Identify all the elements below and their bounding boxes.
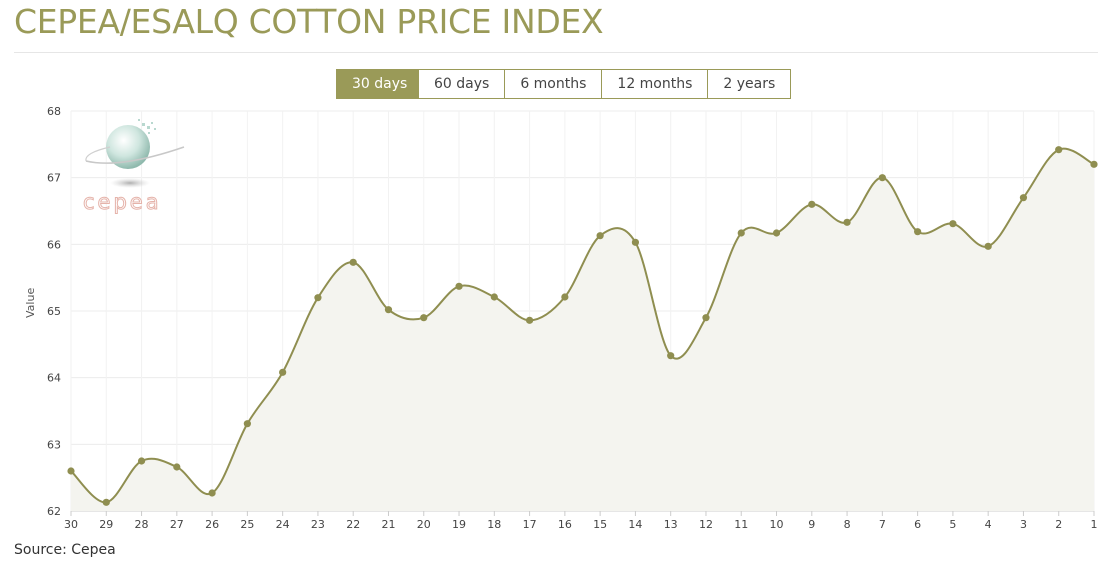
x-tick-label: 27 — [170, 518, 184, 531]
x-tick-label: 4 — [985, 518, 992, 531]
y-tick-label: 65 — [47, 305, 61, 318]
tab-6-months[interactable]: 6 months — [504, 70, 602, 98]
cepea-logo-text: cepea — [83, 190, 162, 215]
x-tick-label: 22 — [346, 518, 360, 531]
tab-12-months[interactable]: 12 months — [601, 70, 708, 98]
data-point — [772, 229, 781, 237]
x-tick-label: 18 — [487, 518, 501, 531]
title-divider — [14, 52, 1098, 53]
x-tick-label: 24 — [276, 518, 290, 531]
x-tick-label: 11 — [734, 518, 748, 531]
data-point — [914, 228, 922, 236]
tab-60-days[interactable]: 60 days — [418, 70, 505, 98]
tab-2-years[interactable]: 2 years — [707, 70, 791, 98]
data-point — [702, 314, 710, 322]
x-tick-label: 17 — [523, 518, 537, 531]
range-selector: 30 days 60 days 6 months 12 months 2 yea… — [336, 69, 792, 99]
data-point — [279, 368, 287, 376]
x-tick-label: 20 — [417, 518, 431, 531]
data-point — [878, 174, 886, 182]
data-point — [137, 457, 146, 465]
x-tick-label: 30 — [64, 518, 78, 531]
data-point — [737, 229, 745, 237]
data-point — [596, 232, 604, 240]
tab-30-days[interactable]: 30 days — [337, 70, 418, 98]
y-tick-label: 66 — [47, 238, 61, 251]
data-point — [208, 489, 216, 497]
y-axis-title: Value — [24, 287, 37, 318]
page-title: CEPEA/ESALQ COTTON PRICE INDEX — [14, 2, 604, 41]
x-tick-label: 5 — [949, 518, 956, 531]
x-tick-label: 19 — [452, 518, 466, 531]
data-point — [631, 238, 640, 246]
x-tick-label: 28 — [135, 518, 149, 531]
data-point — [808, 200, 816, 208]
data-point — [949, 220, 957, 228]
data-point — [102, 498, 110, 506]
x-tick-label: 12 — [699, 518, 713, 531]
y-tick-label: 64 — [47, 372, 61, 385]
y-tick-label: 68 — [47, 105, 61, 118]
x-tick-label: 7 — [879, 518, 886, 531]
data-point — [984, 242, 992, 250]
x-tick-label: 14 — [628, 518, 642, 531]
x-tick-label: 26 — [205, 518, 219, 531]
x-tick-label: 29 — [99, 518, 113, 531]
data-point — [667, 352, 675, 360]
data-point — [1019, 194, 1028, 202]
y-tick-label: 67 — [47, 172, 61, 185]
source-note: Source: Cepea — [14, 542, 116, 558]
cepea-globe-logo-icon — [85, 119, 185, 188]
x-tick-label: 23 — [311, 518, 325, 531]
data-point — [455, 282, 463, 290]
x-tick-label: 9 — [808, 518, 815, 531]
data-point — [525, 316, 534, 324]
data-point — [1090, 160, 1098, 168]
x-tick-label: 25 — [240, 518, 254, 531]
x-tick-label: 13 — [664, 518, 678, 531]
series-area — [71, 148, 1094, 511]
x-tick-label: 16 — [558, 518, 572, 531]
data-point — [490, 293, 498, 301]
y-tick-label: 62 — [47, 505, 61, 518]
data-point — [843, 218, 851, 226]
data-point — [349, 258, 357, 266]
data-point — [561, 293, 569, 301]
data-point — [384, 306, 393, 314]
data-point — [420, 314, 428, 322]
x-tick-label: 10 — [770, 518, 784, 531]
x-tick-label: 8 — [844, 518, 851, 531]
y-tick-label: 63 — [47, 438, 61, 451]
data-point — [173, 463, 181, 471]
data-point — [67, 467, 75, 475]
x-tick-label: 6 — [914, 518, 921, 531]
x-tick-label: 15 — [593, 518, 607, 531]
x-tick-label: 21 — [381, 518, 395, 531]
x-tick-label: 2 — [1055, 518, 1062, 531]
data-point — [314, 294, 322, 302]
data-point — [243, 420, 251, 428]
data-point — [1055, 146, 1063, 154]
x-tick-label: 1 — [1091, 518, 1098, 531]
x-tick-label: 3 — [1020, 518, 1027, 531]
